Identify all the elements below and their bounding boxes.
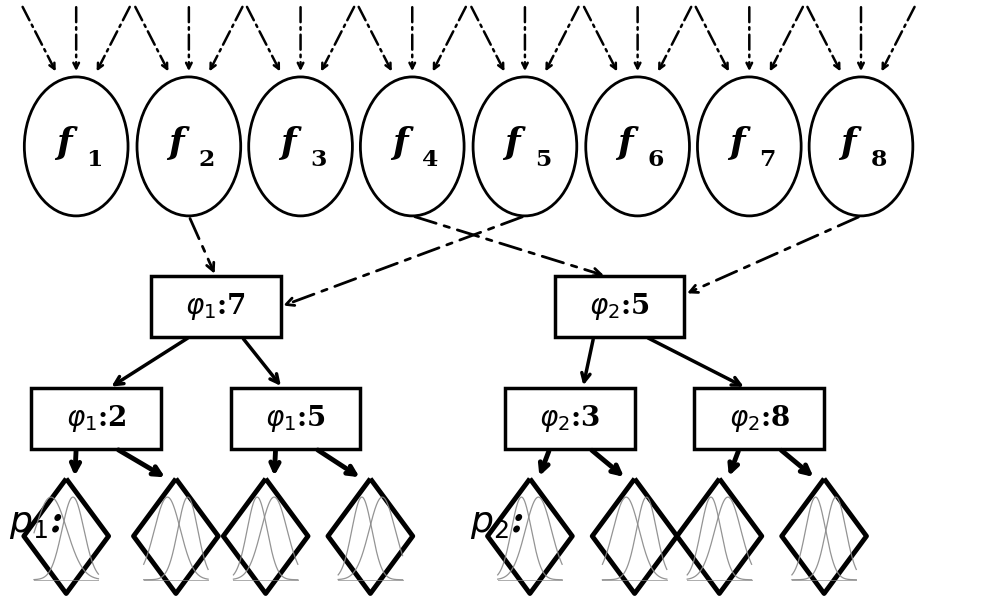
Ellipse shape bbox=[809, 77, 913, 216]
Text: f: f bbox=[841, 126, 856, 160]
Text: f: f bbox=[56, 126, 71, 160]
Text: f: f bbox=[617, 126, 633, 160]
Text: $\varphi_1$:7: $\varphi_1$:7 bbox=[185, 291, 246, 322]
Text: f: f bbox=[280, 126, 296, 160]
Bar bbox=[151, 276, 281, 337]
Text: 8: 8 bbox=[871, 149, 887, 171]
Text: f: f bbox=[168, 126, 184, 160]
Text: 4: 4 bbox=[422, 149, 439, 171]
Ellipse shape bbox=[360, 77, 464, 216]
Ellipse shape bbox=[697, 77, 801, 216]
Bar bbox=[694, 388, 824, 449]
Text: $p_2$:: $p_2$: bbox=[470, 507, 524, 541]
Text: $\varphi_1$:2: $\varphi_1$:2 bbox=[66, 403, 126, 434]
Text: $\varphi_2$:3: $\varphi_2$:3 bbox=[539, 403, 600, 434]
Bar bbox=[555, 276, 684, 337]
Text: $\varphi_2$:5: $\varphi_2$:5 bbox=[589, 291, 650, 322]
Ellipse shape bbox=[24, 77, 128, 216]
Text: 1: 1 bbox=[86, 149, 103, 171]
Text: 2: 2 bbox=[199, 149, 215, 171]
Text: 5: 5 bbox=[535, 149, 551, 171]
Ellipse shape bbox=[586, 77, 689, 216]
Text: f: f bbox=[729, 126, 744, 160]
Ellipse shape bbox=[473, 77, 577, 216]
Text: $\varphi_2$:8: $\varphi_2$:8 bbox=[729, 403, 790, 434]
Ellipse shape bbox=[249, 77, 352, 216]
Text: f: f bbox=[392, 126, 407, 160]
Text: f: f bbox=[504, 126, 520, 160]
Text: $p_1$:: $p_1$: bbox=[9, 507, 63, 541]
Text: 6: 6 bbox=[648, 149, 664, 171]
Bar bbox=[231, 388, 360, 449]
Text: $\varphi_1$:5: $\varphi_1$:5 bbox=[265, 403, 326, 434]
Ellipse shape bbox=[137, 77, 241, 216]
Text: 3: 3 bbox=[311, 149, 327, 171]
Bar bbox=[505, 388, 635, 449]
Bar bbox=[31, 388, 161, 449]
Text: 7: 7 bbox=[759, 149, 776, 171]
